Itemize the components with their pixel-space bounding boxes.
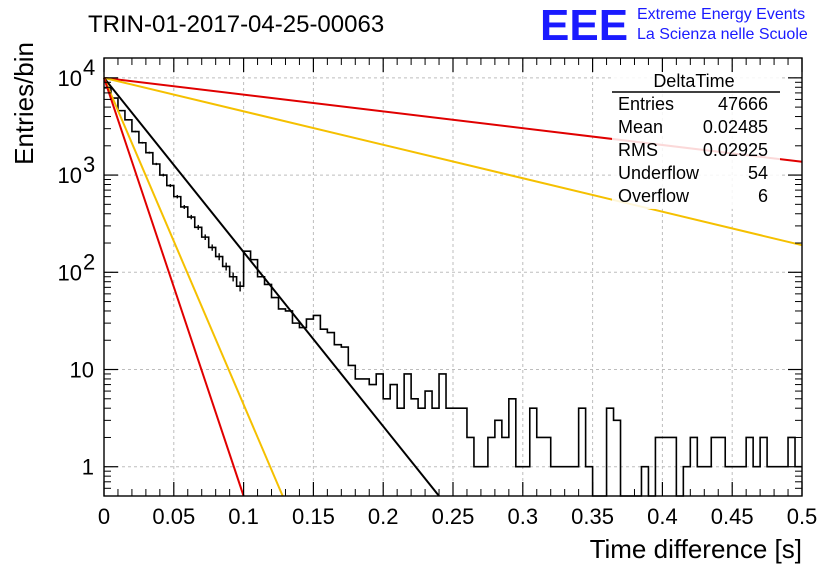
stat-value-rms: 0.02925 bbox=[703, 140, 768, 160]
stat-label-entries: Entries bbox=[618, 94, 674, 114]
x-tick-label: 0.35 bbox=[571, 504, 614, 529]
y-tick-label: 1 bbox=[82, 455, 94, 480]
fit-line bbox=[103, 76, 803, 247]
y-tick-label: 10 bbox=[70, 358, 94, 383]
stat-label-underflow: Underflow bbox=[618, 163, 700, 183]
x-tick-label: 0 bbox=[98, 504, 110, 529]
y-tick-exponent: 3 bbox=[83, 152, 95, 177]
y-tick-label: 10 bbox=[58, 260, 82, 285]
x-tick-label: 0.5 bbox=[787, 504, 818, 529]
y-tick-exponent: 4 bbox=[83, 55, 95, 80]
stats-box-title: DeltaTime bbox=[653, 71, 734, 91]
fit-line bbox=[103, 77, 440, 497]
stat-value-underflow: 54 bbox=[748, 163, 768, 183]
stat-value-mean: 0.02485 bbox=[703, 117, 768, 137]
axes: 0 0.05 0.1 0.15 0.2 0.25 0.3 0.35 0.4 0.45 0.5 1 10 1… bbox=[58, 55, 818, 529]
stat-label-overflow: Overflow bbox=[618, 186, 690, 206]
y-tick-label: 10 bbox=[58, 66, 82, 91]
fit-line bbox=[103, 77, 284, 497]
chart-title: TRIN-01-2017-04-25-00063 bbox=[88, 11, 384, 38]
stat-label-rms: RMS bbox=[618, 140, 658, 160]
x-tick-label: 0.4 bbox=[647, 504, 678, 529]
stats-box-background bbox=[612, 72, 780, 209]
logo-line1: Extreme Energy Events bbox=[637, 6, 805, 23]
stat-label-mean: Mean bbox=[618, 117, 663, 137]
x-tick-label: 0.15 bbox=[292, 504, 335, 529]
fit-line bbox=[103, 77, 245, 497]
stat-value-overflow: 6 bbox=[758, 186, 768, 206]
stat-value-entries: 47666 bbox=[718, 94, 768, 114]
x-tick-label: 0.2 bbox=[368, 504, 399, 529]
logo-mark: EEE bbox=[540, 1, 628, 50]
y-tick-label: 10 bbox=[58, 163, 82, 188]
x-tick-label: 0.05 bbox=[152, 504, 195, 529]
logo-line2: La Scienza nelle Scuole bbox=[637, 26, 808, 43]
x-tick-label: 0.1 bbox=[228, 504, 259, 529]
stats-box: DeltaTime Entries 47666 Mean 0.02485 RMS… bbox=[612, 71, 780, 209]
x-axis-label: Time difference [s] bbox=[590, 534, 802, 564]
histogram-outline bbox=[104, 86, 802, 497]
x-tick-label: 0.25 bbox=[432, 504, 475, 529]
eee-logo: EEE Extreme Energy Events La Scienza nel… bbox=[540, 1, 808, 50]
y-axis-label: Entries/bin bbox=[9, 42, 39, 165]
y-tick-exponent: 2 bbox=[83, 249, 95, 274]
x-tick-label: 0.3 bbox=[508, 504, 539, 529]
x-tick-label: 0.45 bbox=[711, 504, 754, 529]
